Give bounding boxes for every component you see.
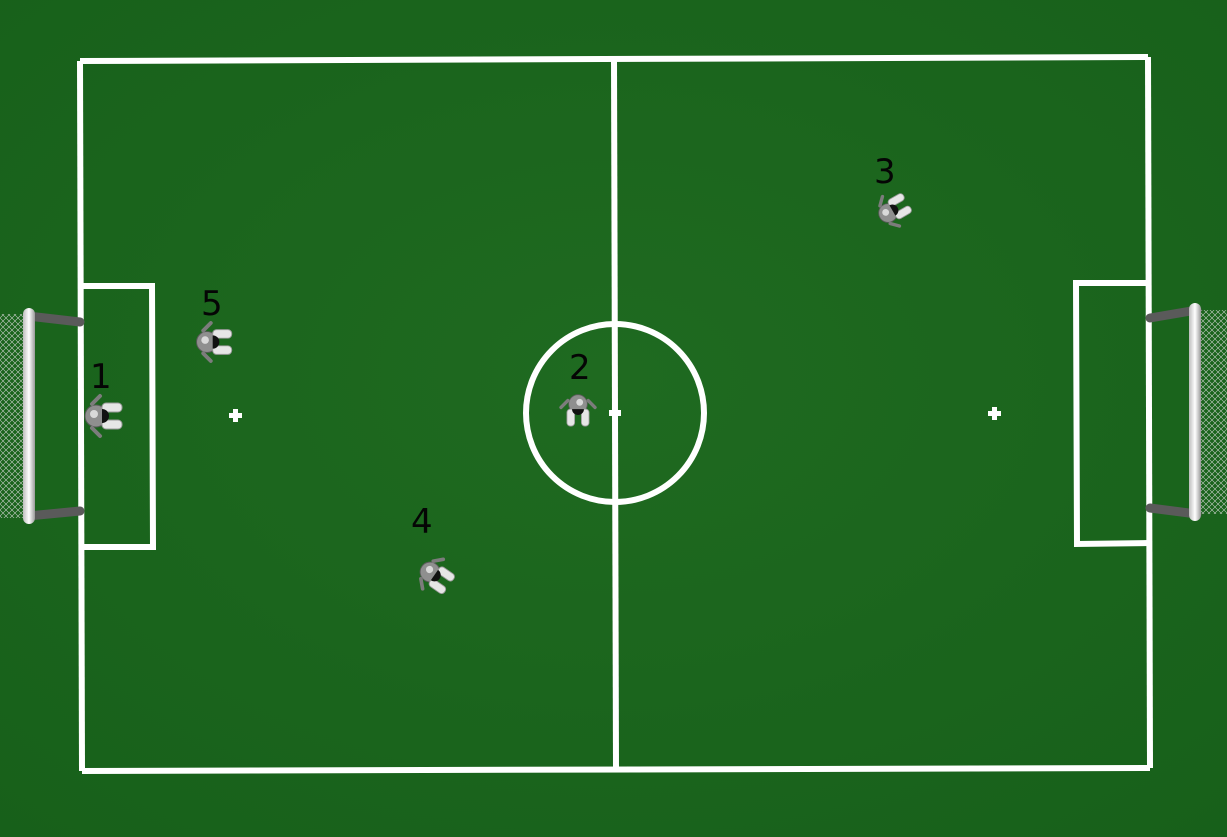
goal-line-left — [77, 60, 85, 772]
goal-post-right — [1189, 303, 1201, 521]
robot-4-label: 4 — [411, 502, 433, 542]
robot-2[interactable]: 2 — [559, 348, 597, 428]
robot-3[interactable]: 3 — [869, 152, 918, 235]
robot-5[interactable]: 5 — [194, 284, 234, 363]
goal-net-right — [1197, 310, 1227, 514]
center-mark — [609, 410, 621, 416]
goal-line-right — [1145, 56, 1153, 769]
center-circle — [523, 321, 707, 505]
penalty-mark-right — [988, 407, 1001, 420]
penalty-box-left — [81, 283, 157, 550]
field-lines — [77, 54, 1153, 774]
robot-5-label: 5 — [201, 284, 223, 324]
goal-post-left — [23, 308, 35, 524]
robot-2-label: 2 — [569, 348, 591, 388]
robot-3-label: 3 — [874, 152, 896, 192]
robot-1-label: 1 — [90, 357, 112, 397]
penalty-box-right — [1072, 280, 1150, 548]
penalty-mark-left — [229, 409, 242, 422]
robot-1[interactable]: 1 — [83, 357, 124, 438]
goal-left — [0, 308, 85, 524]
goal-right — [1145, 303, 1227, 521]
robot-4[interactable]: 4 — [409, 502, 462, 602]
